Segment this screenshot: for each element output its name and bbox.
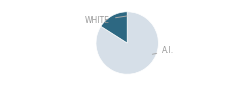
Text: WHITE: WHITE — [85, 16, 127, 25]
Wedge shape — [96, 12, 158, 74]
Wedge shape — [101, 12, 127, 43]
Text: A.I.: A.I. — [152, 46, 174, 55]
